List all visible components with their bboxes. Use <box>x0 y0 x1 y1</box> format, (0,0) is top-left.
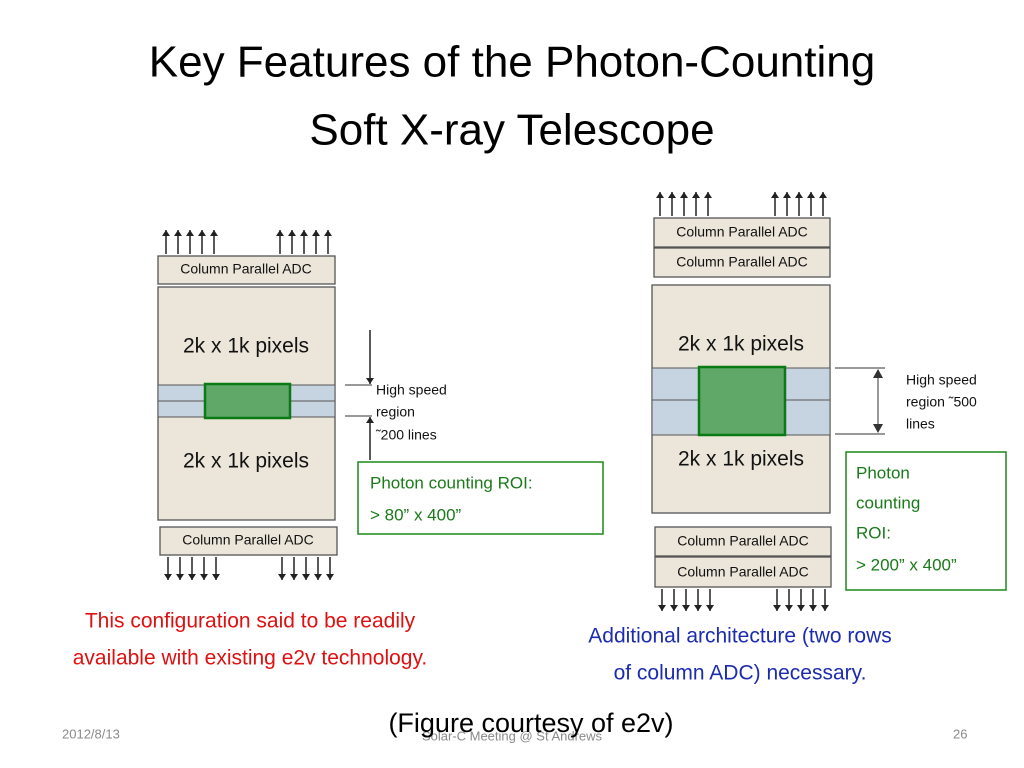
arrowhead <box>682 605 690 611</box>
arrowhead <box>821 605 829 611</box>
adc-box <box>654 526 832 557</box>
arrowhead <box>290 574 298 580</box>
annotation: ˜200 lines <box>375 427 437 443</box>
caption: available with existing e2v technology. <box>73 647 428 670</box>
arrowhead <box>819 192 827 198</box>
adc-label: Column Parallel ADC <box>677 533 809 549</box>
right-diagram: Column Parallel ADC Column Parallel ADC … <box>651 217 1007 591</box>
arrowhead <box>312 230 320 236</box>
adc-box <box>157 255 336 285</box>
arrowhead <box>326 574 334 580</box>
annotation: lines <box>906 416 935 432</box>
adc-box <box>654 556 832 588</box>
title-line: Soft X-ray Telescope <box>309 106 714 155</box>
roi-box <box>357 461 604 535</box>
arrowhead <box>771 192 779 198</box>
arrowhead <box>366 417 374 423</box>
caption: This configuration said to be readily <box>85 610 416 633</box>
annotation: High speed <box>376 382 447 398</box>
adc-box <box>653 247 831 278</box>
adc-label: Column Parallel ADC <box>676 224 808 240</box>
arrowhead <box>314 574 322 580</box>
adc-label: Column Parallel ADC <box>677 564 809 580</box>
caption: of column ADC) necessary. <box>614 662 867 685</box>
footer-center: Solar-C Meeting @ St Andrews <box>422 728 603 743</box>
pixels-label: 2k x 1k pixels <box>678 333 804 356</box>
arrowhead <box>288 230 296 236</box>
adc-box <box>159 526 338 556</box>
caption: Additional architecture (two rows <box>588 625 891 648</box>
roi-text: > 200” x 400” <box>856 555 957 574</box>
arrowhead <box>174 230 182 236</box>
arrowhead <box>773 605 781 611</box>
arrowhead <box>668 192 676 198</box>
arrowhead <box>670 605 678 611</box>
arrowhead <box>706 605 714 611</box>
arrowhead <box>680 192 688 198</box>
roi-rect <box>697 365 787 437</box>
adc-label: Column Parallel ADC <box>180 261 312 277</box>
adc-label: Column Parallel ADC <box>676 254 808 270</box>
figure-credit: (Figure courtesy of e2v) <box>388 708 673 738</box>
arrowhead <box>186 230 194 236</box>
arrowhead <box>302 574 310 580</box>
arrowhead <box>278 574 286 580</box>
footer-page: 26 <box>953 726 967 741</box>
arrowhead <box>164 574 172 580</box>
arrowhead <box>276 230 284 236</box>
left-diagram: Column Parallel ADC 2k x 1k pixels 2k x … <box>157 255 604 556</box>
annotation: region <box>376 404 415 420</box>
roi-text: ROI: <box>856 523 891 542</box>
pixels-label: 2k x 1k pixels <box>183 335 309 358</box>
arrowhead <box>704 192 712 198</box>
footer-date: 2012/8/13 <box>62 726 120 741</box>
arrowhead <box>212 574 220 580</box>
annotation: High speed <box>906 372 977 388</box>
roi-text: Photon counting ROI: <box>370 473 533 492</box>
adc-box <box>653 217 831 248</box>
pixels-label: 2k x 1k pixels <box>183 450 309 473</box>
arrowhead <box>162 230 170 236</box>
roi-text: counting <box>856 493 920 512</box>
arrowhead <box>300 230 308 236</box>
annotation: region ˜500 <box>906 394 977 410</box>
arrowhead <box>176 574 184 580</box>
arrowhead <box>210 230 218 236</box>
arrowhead <box>656 192 664 198</box>
arrowhead <box>783 192 791 198</box>
roi-rect <box>203 382 292 420</box>
arrowhead <box>785 605 793 611</box>
arrowhead <box>797 605 805 611</box>
arrowhead <box>658 605 666 611</box>
roi-text: Photon <box>856 463 910 482</box>
arrowhead <box>324 230 332 236</box>
arrowhead <box>200 574 208 580</box>
arrowhead <box>795 192 803 198</box>
arrowhead <box>809 605 817 611</box>
arrowhead <box>198 230 206 236</box>
title-line: Key Features of the Photon-Counting <box>149 38 875 87</box>
arrowhead <box>807 192 815 198</box>
arrowhead <box>694 605 702 611</box>
roi-box <box>845 451 1007 591</box>
arrowhead <box>366 378 374 384</box>
pixels-label: 2k x 1k pixels <box>678 448 804 471</box>
arrowhead <box>188 574 196 580</box>
arrowhead <box>692 192 700 198</box>
adc-label: Column Parallel ADC <box>182 532 314 548</box>
roi-text: > 80” x 400” <box>370 505 462 524</box>
